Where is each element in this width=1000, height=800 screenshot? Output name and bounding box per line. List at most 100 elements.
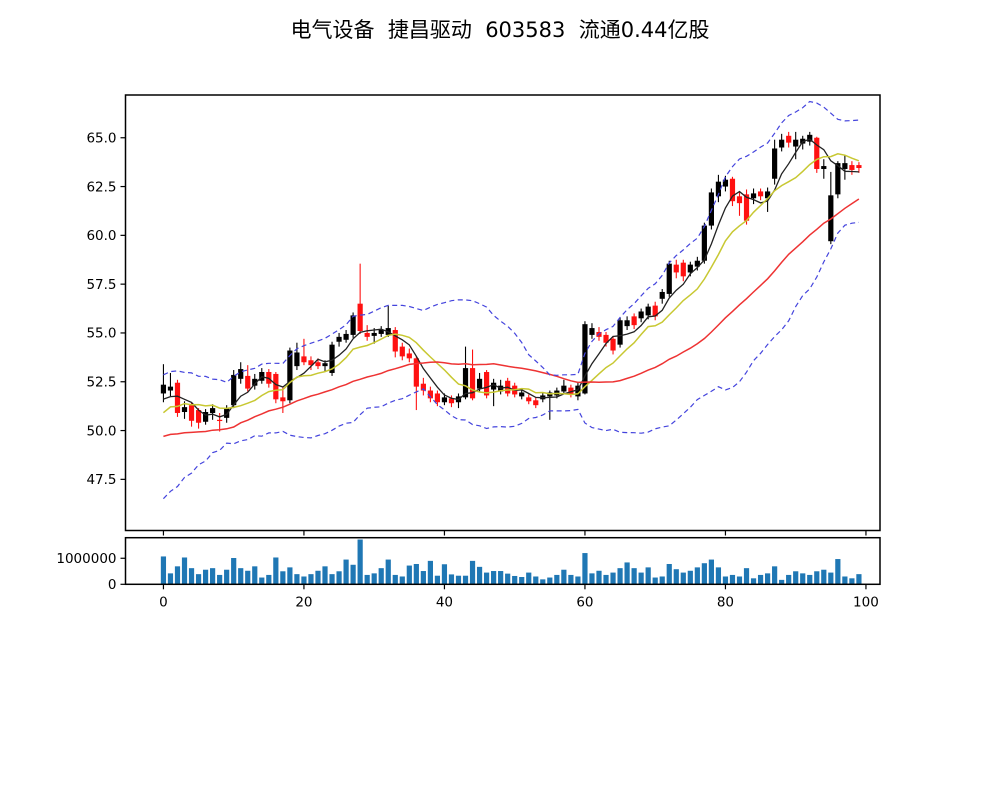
candle-body <box>434 393 441 403</box>
volume-bar <box>561 569 567 585</box>
volume-bar <box>505 573 511 585</box>
candle-body <box>413 358 419 387</box>
candle-body <box>750 193 757 199</box>
volume-bar <box>448 574 455 585</box>
volume-bar <box>729 574 736 585</box>
volume-bar <box>807 574 813 585</box>
ma5-line <box>163 138 859 418</box>
bollinger-upper-band <box>163 100 859 384</box>
candle-body <box>287 350 293 401</box>
candle-body <box>181 407 188 413</box>
candle-body <box>835 163 841 195</box>
candle-body <box>638 311 644 319</box>
y-tick-label: 65.0 <box>86 130 116 146</box>
candle-body <box>420 383 426 391</box>
volume-bar <box>512 575 518 585</box>
candle-body <box>231 374 237 406</box>
volume-bar <box>259 577 265 585</box>
volume-bar <box>736 576 743 585</box>
volume-bars <box>160 539 862 585</box>
volume-bar <box>160 556 167 585</box>
volume-bar <box>181 557 188 585</box>
volume-bar <box>202 569 209 585</box>
candle-body <box>526 397 532 402</box>
candle-body <box>273 373 279 400</box>
volume-bar <box>462 575 469 585</box>
volume-bar <box>294 574 300 585</box>
candle-body <box>202 412 209 422</box>
volume-bar <box>568 574 574 585</box>
candle-body <box>589 328 595 335</box>
volume-bar <box>814 571 820 585</box>
volume-bar <box>610 572 616 585</box>
volume-bar <box>420 571 426 585</box>
candle-body <box>224 408 230 418</box>
volume-bar <box>287 567 293 585</box>
volume-bar <box>659 576 665 585</box>
candle-body <box>217 419 223 422</box>
volume-bar <box>793 571 799 585</box>
volume-bar <box>743 568 750 585</box>
volume-y-tick-label: 1000000 <box>56 551 116 567</box>
candle-body <box>701 225 707 261</box>
chart-title: 电气设备 捷昌驱动 603583 流通0.44亿股 <box>290 18 710 42</box>
candle-body <box>315 362 321 367</box>
y-tick-label: 50.0 <box>86 423 116 439</box>
x-tick-label: 80 <box>717 594 734 610</box>
volume-bar <box>638 572 644 585</box>
volume-bar <box>224 569 230 585</box>
volume-bar <box>603 574 609 585</box>
volume-bar <box>617 568 623 585</box>
y-tick-label: 57.5 <box>86 277 116 293</box>
candle-body <box>343 333 349 340</box>
volume-bar <box>406 565 412 585</box>
volume-bar <box>575 576 581 585</box>
volume-panel <box>160 539 862 585</box>
volume-bar <box>308 574 314 585</box>
candle-body <box>856 165 862 169</box>
candle-body <box>715 181 722 197</box>
candle-body <box>645 306 651 316</box>
candle-body <box>448 398 455 404</box>
candle-body <box>357 303 363 332</box>
volume-bar <box>828 572 834 585</box>
volume-bar <box>764 573 771 585</box>
volume-bar <box>554 574 560 585</box>
volume-bar <box>540 579 546 585</box>
candle-body <box>441 397 448 403</box>
candle-body <box>736 196 743 204</box>
volume-bar <box>750 578 757 585</box>
volume-bar <box>491 571 497 585</box>
volume-bar <box>645 567 651 585</box>
volume-bar <box>350 564 356 585</box>
volume-bar <box>195 574 202 585</box>
candle-body <box>308 360 314 366</box>
volume-bar <box>273 557 279 585</box>
y-tick-label: 62.5 <box>86 179 116 195</box>
candle-body <box>743 194 750 221</box>
candle-body <box>322 363 328 367</box>
volume-bar <box>849 578 855 585</box>
candle-body <box>294 352 300 367</box>
volume-bar <box>757 574 764 585</box>
candle-body <box>687 264 693 273</box>
volume-bar <box>800 573 806 585</box>
volume-bar <box>779 579 785 585</box>
candle-body <box>575 385 581 397</box>
candle-body <box>399 346 405 357</box>
volume-bar <box>441 564 448 585</box>
candle-body <box>779 139 785 148</box>
candle-body <box>561 385 567 392</box>
volume-bar <box>624 562 630 585</box>
candle-body <box>624 320 630 327</box>
volume-bar <box>526 572 532 585</box>
candle-body <box>364 332 370 337</box>
candle-body <box>462 368 469 398</box>
volume-bar <box>385 559 391 585</box>
volume-bar <box>188 568 195 585</box>
candle-body <box>849 165 855 170</box>
volume-bar <box>519 577 525 585</box>
volume-bar <box>252 566 258 585</box>
candle-body <box>476 378 483 389</box>
candle-body <box>491 382 497 390</box>
